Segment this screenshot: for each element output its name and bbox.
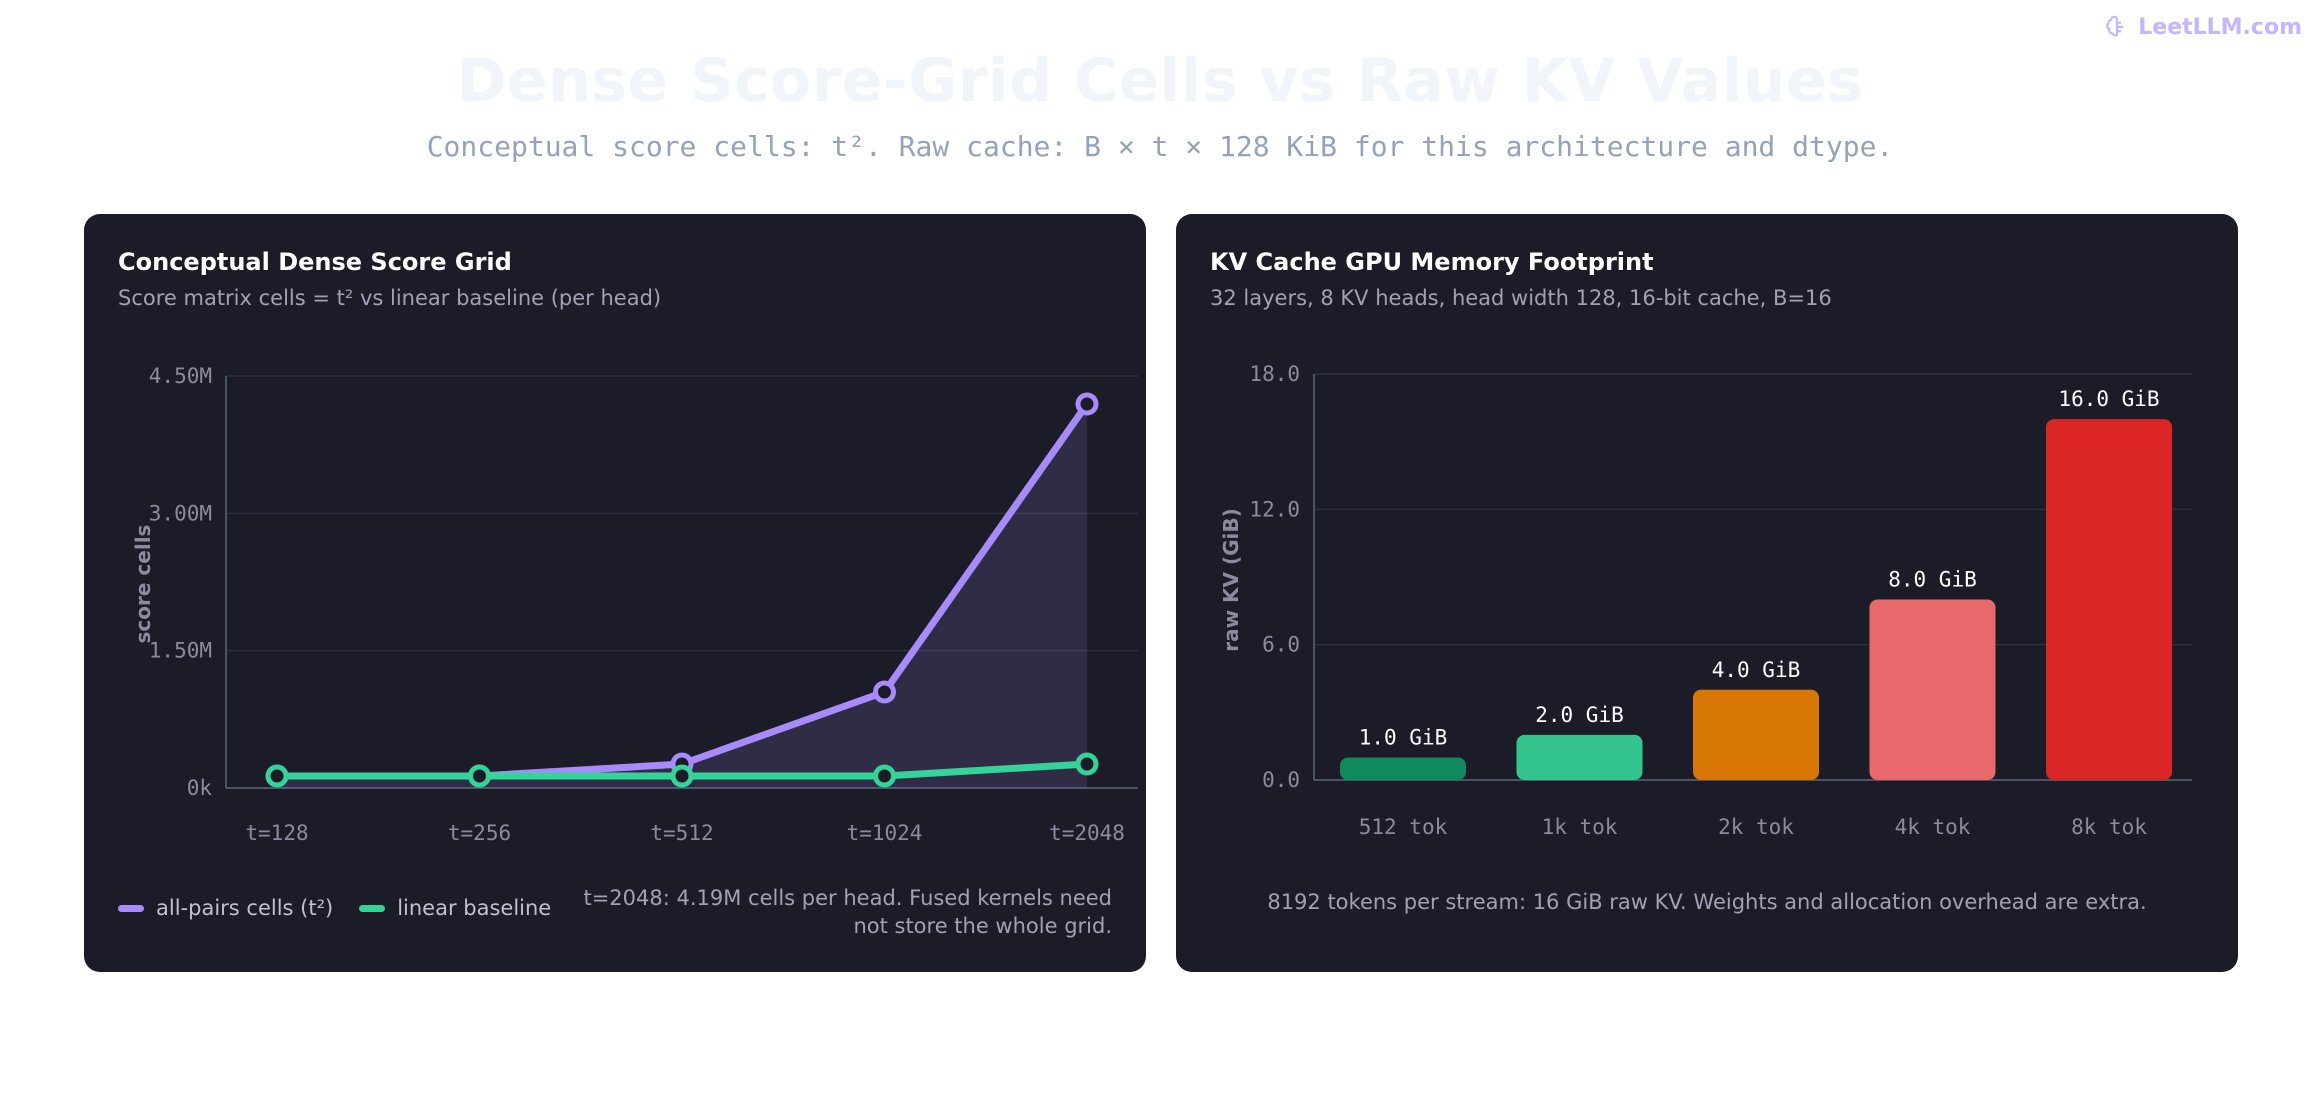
y-axis-label: raw KV (GiB) xyxy=(1219,508,1243,652)
y-tick-label: 4.50M xyxy=(149,364,212,388)
legend-label-linear: linear baseline xyxy=(397,896,552,920)
data-point xyxy=(873,764,896,788)
legend-item-all-pairs[interactable]: all-pairs cells (t²) xyxy=(118,896,333,920)
bar xyxy=(1869,599,1996,780)
bar-data-label: 1.0 GiB xyxy=(1359,725,1448,749)
score-grid-chart: 0k 1.50M 3.00M 4.50M t=128 t=256 t=512 t=1024 t=… xyxy=(131,364,1138,845)
x-tick-label: t=1024 xyxy=(847,821,923,845)
data-point xyxy=(873,680,896,704)
kv-cache-panel: 0.0 6.0 12.0 18.0 raw KV (GiB) 1.0 GiB 512 tok… xyxy=(1176,214,2238,972)
x-tick-label: 2k tok xyxy=(1718,815,1794,839)
y-tick-label: 3.00M xyxy=(149,501,212,525)
score-grid-note: t=2048: 4.19M cells per head. Fused kern… xyxy=(583,886,1112,938)
x-tick-label: 8k tok xyxy=(2071,815,2147,839)
legend-swatch-green xyxy=(359,904,386,912)
legend-label-all-pairs: all-pairs cells (t²) xyxy=(156,896,334,920)
bar-data-label: 2.0 GiB xyxy=(1535,703,1624,727)
legend-item-linear[interactable]: linear baseline xyxy=(359,896,551,920)
y-tick-label: 18.0 xyxy=(1249,362,1300,386)
y-tick-label: 0k xyxy=(187,776,213,800)
bar xyxy=(1693,689,1819,780)
data-point xyxy=(1075,752,1099,776)
page-title: Dense Score-Grid Cells vs Raw KV Values xyxy=(456,46,1864,116)
score-grid-panel: 0k 1.50M 3.00M 4.50M t=128 t=256 t=512 t=1024 t=… xyxy=(84,214,1146,972)
bar-data-label: 4.0 GiB xyxy=(1712,658,1801,682)
x-tick-label: t=128 xyxy=(245,821,308,845)
y-axis-label: score cells xyxy=(131,525,155,644)
score-grid-title: Conceptual Dense Score Grid xyxy=(118,248,512,276)
y-tick-label: 6.0 xyxy=(1262,633,1300,657)
brain-icon xyxy=(2106,15,2124,37)
x-tick-label: t=256 xyxy=(448,821,511,845)
x-tick-label: t=2048 xyxy=(1049,821,1125,845)
bar-data-label: 8.0 GiB xyxy=(1888,568,1977,592)
kv-cache-note: 8192 tokens per stream: 16 GiB raw KV. W… xyxy=(1267,890,2147,914)
score-grid-subtitle: Score matrix cells = t² vs linear baseli… xyxy=(118,286,662,310)
kv-cache-subtitle: 32 layers, 8 KV heads, head width 128, 1… xyxy=(1210,286,1832,310)
area-fill-0 xyxy=(277,403,1087,788)
x-tick-label: 4k tok xyxy=(1895,815,1971,839)
score-grid-legend: all-pairs cells (t²) linear baseline xyxy=(118,896,551,920)
kv-cache-chart: 0.0 6.0 12.0 18.0 raw KV (GiB) 1.0 GiB 512 tok… xyxy=(1219,362,2192,839)
y-tick-label: 0.0 xyxy=(1262,768,1300,792)
brand-name: LeetLLM.com xyxy=(2138,14,2302,40)
data-point xyxy=(468,764,491,788)
data-point xyxy=(265,764,289,788)
legend-swatch-purple xyxy=(118,904,144,912)
y-tick-label: 12.0 xyxy=(1249,497,1300,521)
bar xyxy=(2046,419,2172,780)
data-point xyxy=(1075,392,1099,416)
x-tick-label: 1k tok xyxy=(1542,815,1618,839)
kv-cache-title: KV Cache GPU Memory Footprint xyxy=(1210,248,1654,276)
bar xyxy=(1516,734,1643,780)
x-tick-label: 512 tok xyxy=(1359,815,1448,839)
page-subtitle: Conceptual score cells: t². Raw cache: B… xyxy=(426,130,1894,163)
y-tick-label: 1.50M xyxy=(149,639,212,663)
bar xyxy=(1340,757,1466,780)
data-point xyxy=(670,764,694,788)
x-tick-label: t=512 xyxy=(650,821,713,845)
bar-data-label: 16.0 GiB xyxy=(2058,387,2159,411)
brand-logo[interactable]: LeetLLM.com xyxy=(2104,14,2302,40)
